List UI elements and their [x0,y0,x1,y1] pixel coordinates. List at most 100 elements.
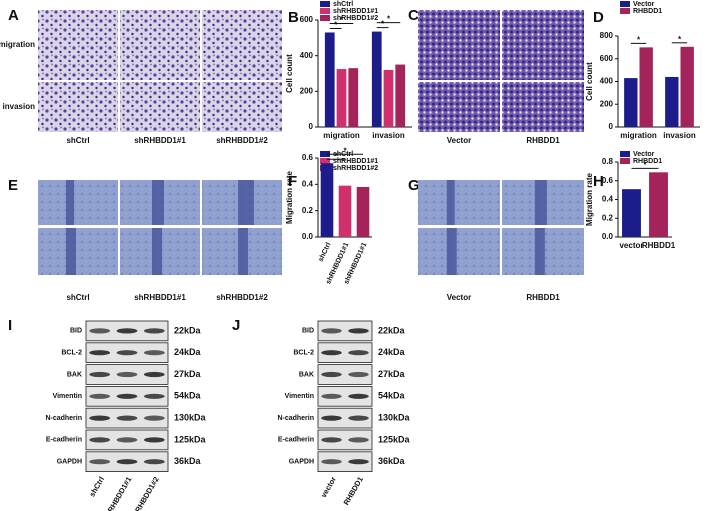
panel-letter: B [288,9,299,26]
legend-swatch [320,1,330,7]
blot-band [348,371,369,378]
lane-label: vector [319,475,338,499]
panel-letter: E [8,177,18,194]
column-label: shRHBDD1#1 [134,136,186,145]
significance-mark: * [678,35,682,44]
micrograph [120,10,200,80]
blot-band [116,415,138,421]
y-tick-label: 800 [600,31,614,40]
blot-strip [317,342,373,363]
blot-band [116,437,138,443]
bar [383,69,394,127]
panel-letter: I [8,317,12,334]
size-label: 130kDa [378,412,411,422]
column-label: shRHBDD1#1 [134,293,186,302]
y-tick-label: 600 [300,15,314,24]
protein-label: BCL-2 [61,350,82,357]
y-axis-label: Migration rate [585,173,594,226]
lane-label: RHBDD1 [342,475,365,507]
legend-swatch [320,151,330,157]
blot-band [143,437,165,443]
column-label: RHBDD1 [526,293,560,302]
significance-mark: * [334,151,338,160]
legend-swatch [620,158,630,164]
panel-letter: D [593,9,604,26]
y-tick-label: 600 [600,54,614,63]
bar [338,185,352,237]
blot-band [348,350,369,356]
legend-label: Vector [633,151,655,158]
y-tick-label: 0.4 [302,179,314,188]
blot-band [321,415,342,421]
blot-band [89,437,111,443]
panel-letter: F [288,173,297,190]
blot-band [89,459,111,465]
column-label: shCtrl [66,293,89,302]
micrograph [418,228,500,275]
blot-band [321,350,342,356]
y-tick-label: 0.8 [602,157,614,166]
wound-gap [238,180,254,225]
legend-swatch [320,15,330,21]
y-tick-label: 0 [609,122,614,131]
y-tick-label: 0.6 [302,153,314,162]
y-tick-label: 400 [600,77,614,86]
significance-mark: * [381,20,385,29]
legend-label: RHBDD1 [633,8,662,15]
row-label: migration [0,40,35,49]
bar [336,69,347,127]
blot-band [321,437,342,443]
protein-label: GAPDH [57,459,82,466]
wound-gap [446,228,457,275]
bar [665,76,679,127]
x-tick-label: migration [323,131,360,140]
bar [356,186,370,237]
size-label: 22kDa [378,325,406,335]
blot-band [89,371,111,378]
bar [324,32,335,127]
y-tick-label: 0.6 [602,176,614,185]
size-label: 125kDa [174,434,207,444]
protein-label: BCL-2 [293,350,314,357]
column-label: shCtrl [66,136,89,145]
size-label: 54kDa [378,391,406,401]
protein-label: BID [70,328,82,335]
column-label: shRHBDD1#2 [216,136,268,145]
bar [624,78,638,127]
micrograph [38,82,118,132]
micrograph [202,82,282,132]
blot-band [143,328,165,334]
panel-letter: C [408,7,419,24]
blot-band [143,415,165,421]
significance-mark: * [343,146,347,155]
protein-label: Vimentin [53,393,82,400]
blot-band [89,393,111,399]
lane-label: shCtrl [87,475,106,498]
size-label: 54kDa [174,391,202,401]
blot-band [348,415,369,421]
blot-band [143,350,165,356]
protein-label: E-cadherin [278,437,314,444]
blot-band [321,371,342,378]
y-tick-label: 0.4 [602,195,614,204]
wound-gap [66,228,76,275]
micrograph [38,228,118,275]
size-label: 27kDa [174,369,202,379]
legend-label: shRHBDD1#1 [333,158,378,165]
y-axis-label: Migration rate [285,171,294,224]
legend-label: RHBDD1 [633,158,662,165]
blot-band [116,459,138,465]
column-label: shRHBDD1#2 [216,293,268,302]
lane-label: shRHBDD1#2 [129,475,161,511]
protein-label: Vimentin [285,393,314,400]
blot-band [89,415,111,421]
blot-band [116,371,138,378]
legend-label: shRHBDD1#2 [333,15,378,22]
micrograph [38,10,118,80]
micrograph [502,10,584,80]
blot-band [89,328,111,334]
legend-label: shRHBDD1#1 [333,8,378,15]
blot-strip [317,429,373,451]
blot-band [143,371,165,378]
micrograph [202,10,282,80]
